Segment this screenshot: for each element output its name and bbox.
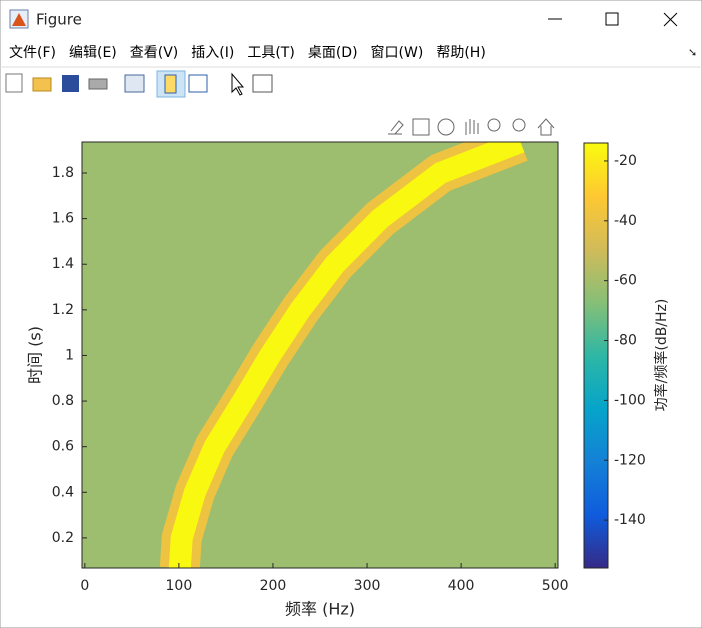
y-tick-label: 0.4 [52,484,74,500]
menu-item[interactable]: 编辑(E) [69,45,117,61]
menu-item[interactable]: 文件(F) [9,45,56,61]
home-tool[interactable] [537,118,555,136]
legend-button[interactable] [188,74,208,93]
pan-tool[interactable] [465,119,479,135]
y-tick-label: 0.8 [52,393,74,409]
y-tick-label: 1.6 [52,211,74,227]
colorbar-icon [164,74,177,94]
pointer-button[interactable] [231,72,245,96]
y-tick-label: 1.2 [52,302,74,318]
menu-bar: ➘ 文件(F) 编辑(E) 查看(V) 插入(I) 工具(T) 桌面(D) 窗口(W) 帮助(… [9,44,697,61]
ridge [168,142,525,568]
colorbar-tick-label: -120 [614,452,646,468]
y-tick-label: 1.4 [52,256,74,272]
colorbar-tick-label: -20 [614,153,637,169]
x-tick-label: 300 [354,578,381,594]
title-bar: Figure [9,9,678,29]
app-icon-shape [12,13,26,26]
menu-item[interactable]: 帮助(H) [436,45,485,61]
rotate-tool[interactable] [437,118,455,136]
colorbar-label: 功率/频率(dB/Hz) [653,299,670,412]
menu-arrow[interactable]: ➘ [688,46,697,59]
menu-item[interactable]: 工具(T) [247,45,294,61]
y-tick-label: 1 [65,347,74,363]
menu-item[interactable]: 窗口(W) [371,44,424,61]
y-axis-label: 时间 (s) [26,326,45,384]
plot-area: 0 100 200 300 400 500 0.2 0.4 0.6 0.8 1 1.2 1.4 1.6 1.… [52,141,646,594]
y-tick-label: 1.8 [52,165,74,181]
x-tick-label: 200 [260,578,287,594]
x-tick-label: 0 [80,578,89,594]
spectrogram-background [82,142,558,568]
x-tick-label: 500 [542,578,569,594]
print-button[interactable] [88,78,108,90]
toolbar [5,70,273,98]
axes-toolbar [388,118,555,136]
close-button[interactable] [663,12,678,27]
x-axis-label: 频率 (Hz) [285,600,355,619]
menu-item[interactable]: 桌面(D) [308,45,358,61]
y-tick-label: 0.2 [52,530,74,546]
save-button[interactable] [62,75,79,92]
colorbar-tick-label: -140 [614,512,646,528]
menu-item[interactable]: 插入(I) [191,45,234,61]
x-tick-label: 400 [448,578,475,594]
colorbar-tick-label: -60 [614,273,637,289]
menu-item[interactable]: 查看(V) [130,45,179,61]
new-button[interactable] [5,73,23,93]
window-title: Figure [36,11,82,29]
colorbar-tick-label: -80 [614,333,637,349]
datatip-tool[interactable] [412,118,430,136]
colorbar [583,142,609,569]
maximize-button[interactable] [605,12,619,26]
zoom-in-tool[interactable] [487,118,501,132]
link-button[interactable] [124,74,145,93]
colorbar-tick-label: -100 [614,392,646,408]
brush-tool[interactable] [388,120,404,135]
property-button[interactable] [252,74,273,93]
colorbar-tick-label: -40 [614,213,637,229]
open-button[interactable] [32,77,52,92]
zoom-out-tool[interactable] [512,118,526,132]
y-tick-label: 0.6 [52,439,74,455]
x-tick-label: 100 [166,578,193,594]
